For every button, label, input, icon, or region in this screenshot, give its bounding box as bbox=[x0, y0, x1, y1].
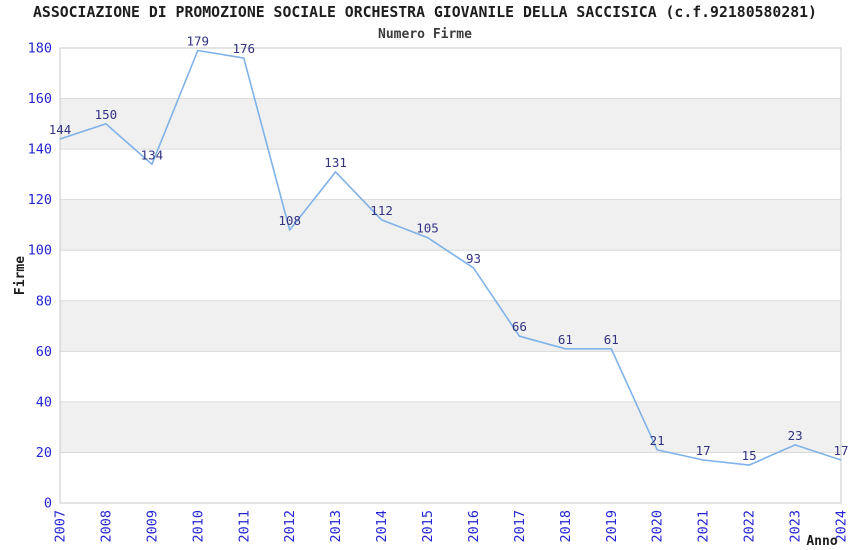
data-label: 105 bbox=[416, 221, 439, 236]
chart-subtitle: Numero Firme bbox=[378, 27, 472, 42]
data-line bbox=[59, 49, 842, 466]
x-tick-label: 2021 bbox=[696, 510, 712, 543]
x-tick-label: 2010 bbox=[190, 510, 206, 543]
data-label: 112 bbox=[370, 203, 393, 218]
plot-band bbox=[60, 98, 841, 150]
data-label: 21 bbox=[650, 433, 665, 448]
data-label: 150 bbox=[95, 107, 118, 122]
plot-band bbox=[60, 199, 841, 251]
y-tick-label: 120 bbox=[28, 192, 52, 208]
y-tick-label: 40 bbox=[36, 394, 52, 410]
y-tick-label: 80 bbox=[36, 293, 52, 309]
data-label: 131 bbox=[324, 155, 347, 170]
y-tick-label: 100 bbox=[28, 243, 52, 259]
y-tick-label: 160 bbox=[28, 91, 52, 107]
data-label: 134 bbox=[141, 147, 164, 162]
y-tick-label: 60 bbox=[36, 344, 52, 360]
y-tick-label: 20 bbox=[36, 445, 52, 461]
data-label: 23 bbox=[788, 428, 803, 443]
x-tick-label: 2018 bbox=[558, 510, 574, 543]
x-axis-title: Anno bbox=[806, 534, 837, 549]
y-tick-label: 140 bbox=[28, 142, 52, 158]
data-label: 66 bbox=[512, 319, 527, 334]
data-label: 176 bbox=[233, 41, 256, 56]
data-label: 17 bbox=[696, 443, 711, 458]
data-label: 93 bbox=[466, 251, 481, 266]
data-label: 15 bbox=[742, 448, 757, 463]
data-label: 144 bbox=[49, 122, 72, 137]
x-tick-label: 2009 bbox=[144, 510, 160, 543]
x-tick-label: 2016 bbox=[466, 510, 482, 543]
plot-border bbox=[59, 47, 842, 504]
x-tick-label: 2014 bbox=[374, 510, 390, 543]
x-tick-label: 2012 bbox=[282, 510, 298, 543]
data-label: 61 bbox=[558, 332, 573, 347]
plot-band bbox=[60, 300, 841, 352]
x-tick-label: 2008 bbox=[98, 510, 114, 543]
x-tick-label: 2015 bbox=[420, 510, 436, 543]
y-tick-label: 0 bbox=[44, 496, 52, 512]
y-axis-title: Firme bbox=[13, 256, 28, 295]
x-tick-label: 2011 bbox=[236, 510, 252, 543]
x-tick-label: 2019 bbox=[604, 510, 620, 543]
data-label: 61 bbox=[604, 332, 619, 347]
x-tick-label: 2023 bbox=[788, 510, 804, 543]
data-label: 17 bbox=[833, 443, 848, 458]
x-tick-label: 2024 bbox=[834, 510, 850, 543]
data-label: 108 bbox=[278, 213, 301, 228]
x-tick-label: 2013 bbox=[328, 510, 344, 543]
x-tick-label: 2022 bbox=[742, 510, 758, 543]
chart-title: ASSOCIAZIONE DI PROMOZIONE SOCIALE ORCHE… bbox=[33, 4, 817, 21]
plot-band bbox=[60, 401, 841, 453]
y-tick-label: 180 bbox=[28, 41, 52, 57]
x-tick-label: 2020 bbox=[650, 510, 666, 543]
data-label: 179 bbox=[187, 34, 210, 49]
x-tick-label: 2007 bbox=[53, 510, 69, 543]
x-tick-label: 2017 bbox=[512, 510, 528, 543]
